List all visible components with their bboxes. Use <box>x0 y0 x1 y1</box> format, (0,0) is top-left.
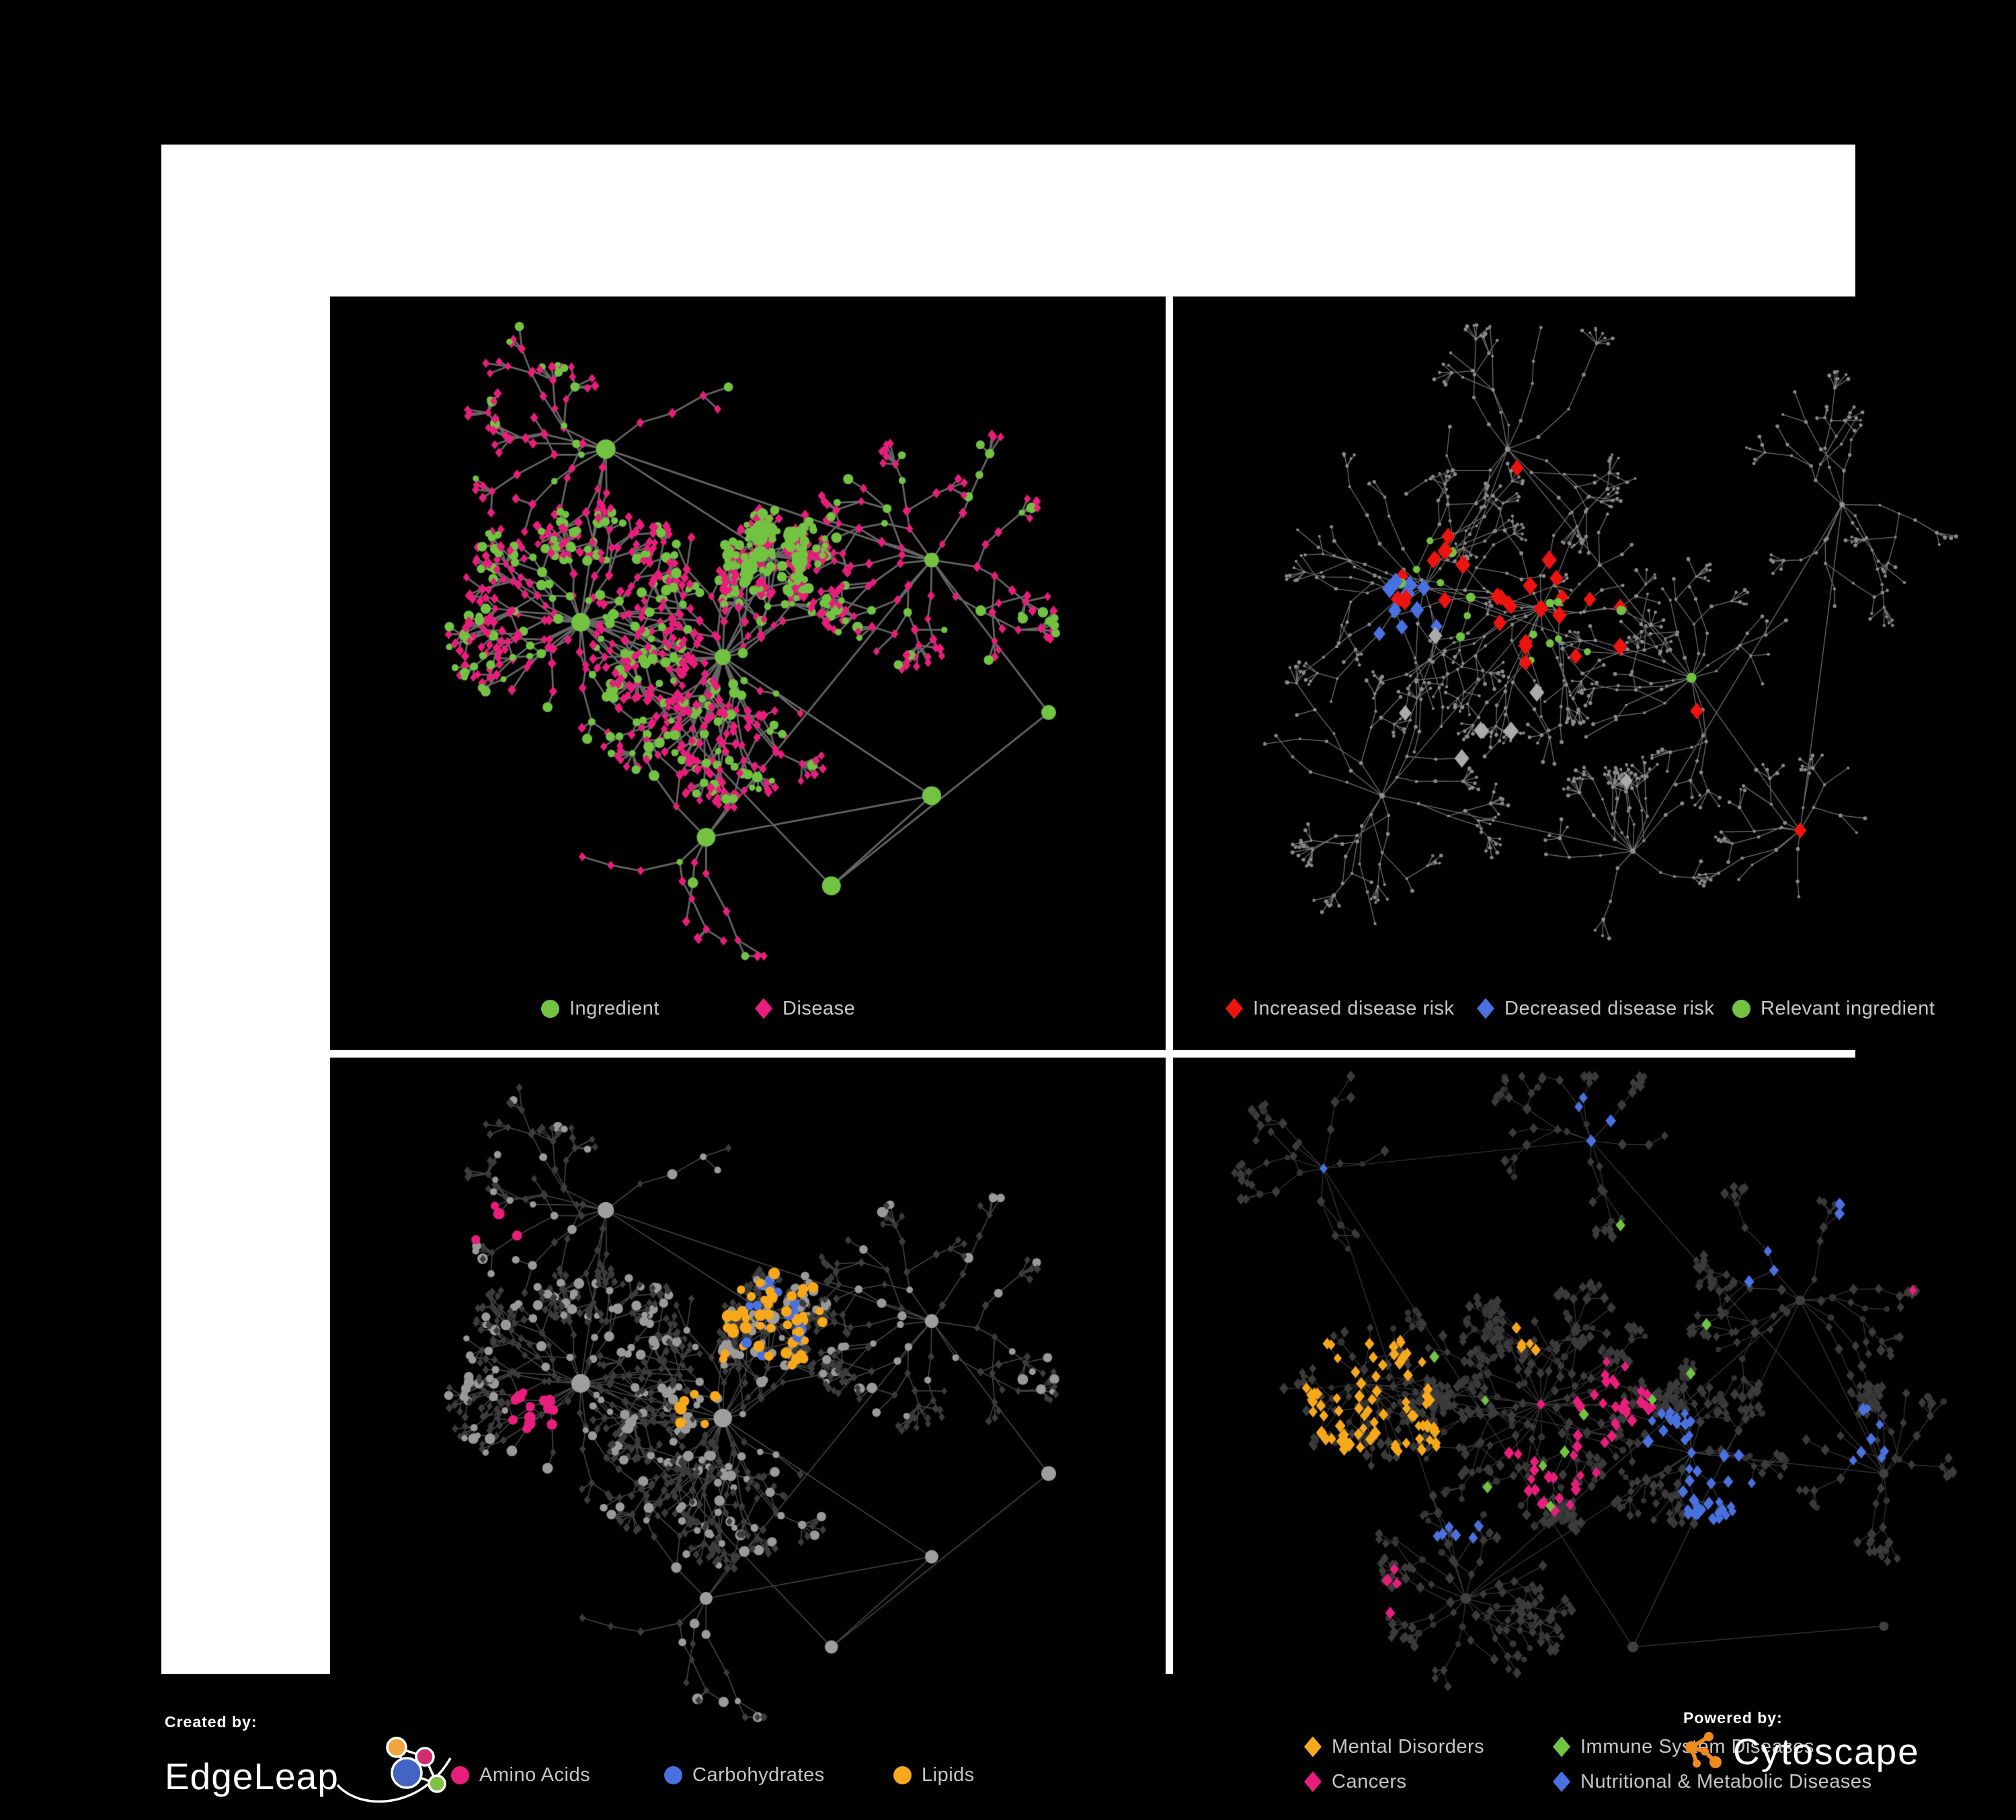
legend-item-label: Increased disease risk <box>1253 997 1455 1019</box>
diamond-swatch-icon <box>1553 1771 1570 1792</box>
legend-item-label: Ingredient <box>569 997 659 1019</box>
created-by-label: Created by: <box>165 1713 257 1731</box>
network-canvas-disease-risk <box>1173 296 2009 1050</box>
circle-swatch-icon <box>451 1766 469 1784</box>
legend-item: Lipids <box>893 1764 975 1786</box>
edgeleap-logo-icon <box>335 1733 456 1820</box>
legend-item-label: Amino Acids <box>479 1764 591 1786</box>
legend-item-label: Decreased disease risk <box>1504 997 1715 1019</box>
cytoscape-wordmark: Cytoscape <box>1733 1731 1920 1772</box>
figure-frame: Ingredient Disease Increased disease risk… <box>161 145 2009 1811</box>
circle-swatch-icon <box>664 1766 682 1784</box>
legend-item: Mental Disorders <box>1304 1735 1484 1758</box>
diamond-swatch-icon <box>1225 998 1243 1019</box>
network-canvas-ingredient-disease <box>330 296 1166 1050</box>
panel-disease-classes: Mental Disorders Immune System Diseases Ca… <box>1173 1058 2009 1811</box>
legend-item: Increased disease risk <box>1225 997 1455 1020</box>
circle-swatch-icon <box>893 1766 912 1784</box>
diamond-swatch-icon <box>1553 1736 1570 1757</box>
legend-item: Relevant ingredient <box>1732 997 1935 1020</box>
legend-item: Nutritional & Metabolic Diseases <box>1553 1770 1871 1793</box>
network-canvas-macronutrient-classes <box>330 1058 1166 1811</box>
circle-swatch-icon <box>541 999 559 1018</box>
powered-by-block: Powered by: Cytoscape <box>1683 1709 1920 1775</box>
legend-item: Cancers <box>1304 1770 1407 1793</box>
legend-item-label: Nutritional & Metabolic Diseases <box>1580 1770 1872 1792</box>
legend-item-label: Relevant ingredient <box>1761 997 1935 1019</box>
diamond-swatch-icon <box>1304 1771 1322 1792</box>
legend-item-label: Lipids <box>922 1764 975 1786</box>
legend-item-label: Cancers <box>1332 1770 1407 1792</box>
cytoscape-logo-icon <box>1683 1729 1725 1775</box>
panel-ingredient-disease: Ingredient Disease <box>330 296 1166 1050</box>
edgeleap-wordmark: EdgeLeap <box>165 1755 339 1797</box>
panel-macronutrient-classes: Amino Acids Carbohydrates Lipids <box>330 1058 1166 1811</box>
legend-item: Carbohydrates <box>664 1764 825 1786</box>
powered-by-label: Powered by: <box>1683 1709 1783 1727</box>
diamond-swatch-icon <box>1304 1736 1322 1757</box>
legend-item: Decreased disease risk <box>1477 997 1714 1020</box>
diamond-swatch-icon <box>1477 998 1494 1019</box>
panel-disease-risk: Increased disease risk Decreased disease … <box>1173 296 2009 1050</box>
legend-item: Amino Acids <box>451 1764 590 1786</box>
legend-item-label: Mental Disorders <box>1332 1735 1485 1757</box>
legend-item: Ingredient <box>541 997 659 1020</box>
created-by-block: Created by: EdgeLeap <box>165 1713 456 1820</box>
legend-item-label: Disease <box>782 997 856 1019</box>
legend-item-label: Carbohydrates <box>692 1764 825 1786</box>
circle-swatch-icon <box>1732 999 1750 1018</box>
diamond-swatch-icon <box>755 998 772 1019</box>
legend-item: Disease <box>755 997 855 1020</box>
network-canvas-disease-classes <box>1173 1058 2009 1811</box>
